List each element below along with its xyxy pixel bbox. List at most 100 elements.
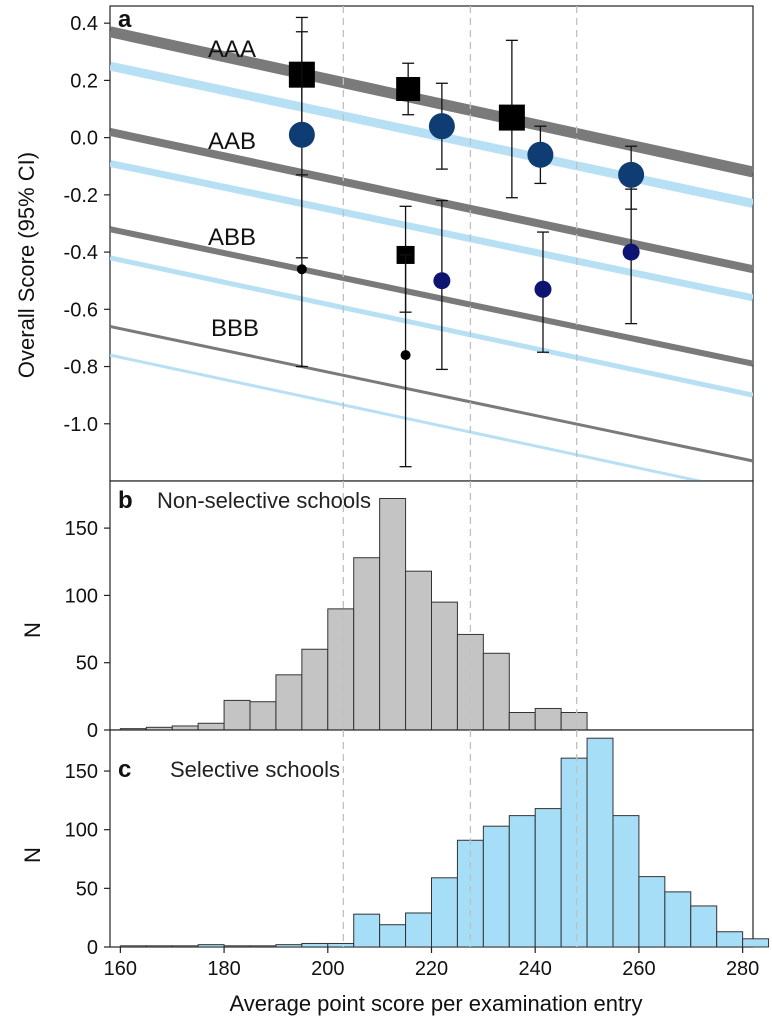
y-tick-label: -0.6 (64, 299, 98, 321)
panel-a-points (288, 16, 645, 468)
histogram-b-bar (508, 712, 536, 731)
histogram-c-bar (379, 924, 407, 948)
y-tick-label: 100 (65, 820, 98, 842)
histogram-c-bar (119, 945, 147, 948)
panel-c-x-ticks: 160 180 200 220 240 260 280 (104, 947, 759, 980)
histogram-c-bar (405, 912, 432, 948)
histogram-c-bar (353, 913, 381, 948)
x-tick-label: 200 (311, 958, 344, 980)
histogram-c-bar (690, 905, 718, 948)
y-tick-label: 0 (87, 720, 98, 742)
panel-b-dashed-lines (342, 481, 578, 730)
histogram-b-bar (249, 701, 277, 731)
band-line-aab-blue (110, 159, 753, 302)
data-point-circle (288, 121, 315, 148)
panel-a-frame (109, 5, 754, 482)
y-tick-label: 150 (65, 761, 98, 783)
histogram-c-bar (223, 945, 251, 948)
y-tick-label: 0 (87, 937, 98, 959)
histogram-b-bar (405, 570, 432, 731)
histogram-c-bar (716, 931, 744, 948)
y-tick-label: 50 (76, 653, 98, 675)
data-point-circle (428, 113, 455, 140)
data-point-small-circle (534, 280, 552, 298)
band-line-abb-grey (110, 226, 753, 367)
panel-c-bars (119, 737, 770, 948)
histogram-c-bar (145, 945, 173, 948)
histogram-c-bar (249, 945, 277, 948)
data-point-small-circle (622, 243, 640, 261)
x-tick-label: 280 (726, 958, 759, 980)
histogram-c-bar (612, 815, 640, 948)
y-tick-label: 50 (76, 878, 98, 900)
band-line-aaa-blue (110, 61, 753, 208)
histogram-c-bar (431, 877, 458, 948)
y-tick-label: -0.4 (64, 242, 98, 264)
histogram-c-bar (560, 757, 588, 948)
panel-a-y-ticks: 0.4 0.2 0.0 -0.2 -0.4 -0.6 -0.8 -1.0 (64, 13, 110, 436)
panel-a-bands (110, 26, 753, 481)
data-point-square (498, 104, 525, 131)
histogram-b-bar (327, 608, 355, 731)
band-line-aaa-grey (110, 26, 753, 178)
data-point-dot (400, 350, 411, 361)
x-tick-label: 180 (207, 958, 240, 980)
histogram-b-bar (223, 699, 251, 731)
panel-c-title: Selective schools (170, 757, 340, 782)
panel-b-y-ticks: 0 50 100 150 (65, 518, 110, 742)
band-label-aaa: AAA (208, 36, 256, 63)
band-label-aab: AAB (208, 128, 256, 155)
histogram-b-bar (353, 557, 381, 731)
data-point-circle (527, 141, 554, 168)
histogram-c-bar (301, 942, 329, 948)
panel-b-title: Non-selective schools (157, 488, 371, 513)
panel-b: 0 50 100 150 b Non-selective schools N (20, 480, 754, 742)
panel-b-bars (119, 497, 588, 731)
data-point-square (396, 76, 421, 101)
histogram-b-bar (301, 648, 329, 731)
panel-c-y-ticks: 0 50 100 150 (65, 761, 110, 959)
histogram-b-bar (560, 712, 588, 731)
y-tick-label: 100 (65, 585, 98, 607)
histogram-c-bar (171, 945, 199, 948)
y-tick-label: -0.2 (64, 185, 98, 207)
panel-b-ylabel: N (20, 622, 45, 638)
panel-a-ylabel: Overall Score (95% CI) (14, 152, 39, 378)
band-line-abb-blue (110, 255, 753, 398)
x-tick-label: 260 (622, 958, 655, 980)
band-line-bbb-grey (110, 325, 753, 463)
histogram-b-bar (482, 652, 510, 731)
histogram-c-bar (508, 815, 536, 948)
data-point-dot (296, 264, 307, 275)
histogram-c-bar (275, 944, 303, 948)
histogram-c-bar (742, 938, 770, 948)
histogram-b-bar (171, 725, 199, 731)
histogram-b-bar (431, 601, 458, 731)
band-label-abb: ABB (208, 224, 256, 251)
histogram-c-bar (197, 944, 225, 948)
panel-a: 0.40.20.0-0.2-0.4-0.6-0.8-1.0 a AAA AAB … (14, 5, 754, 482)
histogram-c-bar (456, 839, 484, 948)
band-line-bbb-blue (110, 353, 707, 481)
panel-c-ylabel: N (20, 847, 45, 863)
panel-c-letter: c (118, 756, 131, 783)
histogram-b-bar (197, 722, 225, 731)
data-point-small-circle (433, 272, 451, 290)
histogram-c-bar (482, 825, 510, 948)
data-point-circle (618, 161, 645, 188)
histogram-c-bar (664, 891, 692, 948)
y-tick-label: 0.2 (70, 70, 98, 92)
band-line-aab-grey (110, 127, 753, 274)
x-tick-label: 160 (104, 958, 137, 980)
y-tick-label: 150 (65, 518, 98, 540)
histogram-b-bar (379, 497, 407, 731)
histogram-c-bar (327, 942, 355, 948)
panel-c-dashed-lines (342, 730, 578, 947)
x-tick-label: 240 (519, 958, 552, 980)
x-axis-label: Average point score per examination entr… (230, 991, 643, 1016)
panel-b-letter: b (118, 487, 133, 514)
histogram-c-bar (638, 876, 666, 948)
histogram-c-bar (534, 808, 562, 948)
band-label-bbb: BBB (211, 315, 259, 342)
